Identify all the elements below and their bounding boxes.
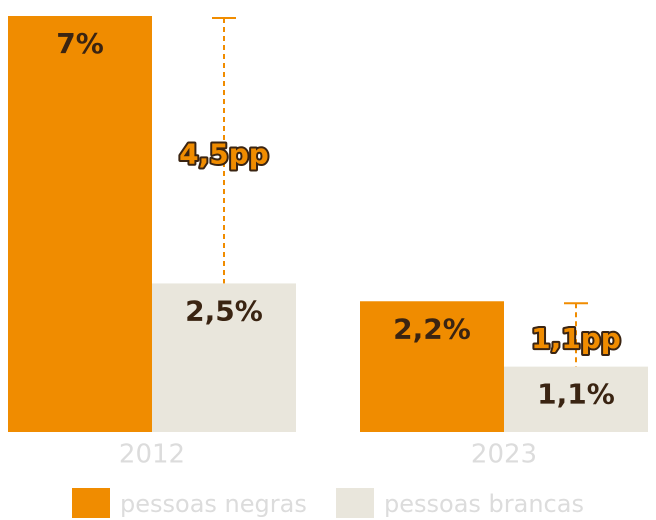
difference-label: 4,5pp [179, 138, 269, 171]
value-label: 2,5% [185, 294, 263, 327]
value-label: 2,2% [393, 312, 471, 345]
legend-swatch [336, 488, 374, 518]
difference-label: 1,1pp [531, 322, 621, 355]
x-tick-label: 2012 [119, 440, 185, 470]
bar [8, 16, 152, 432]
bar [504, 366, 648, 432]
value-label: 1,1% [537, 378, 615, 411]
value-label: 7% [56, 27, 104, 60]
legend-label: pessoas brancas [384, 490, 584, 518]
legend-swatch [72, 488, 110, 518]
bar [152, 283, 296, 432]
legend-label: pessoas negras [120, 490, 307, 518]
bar [360, 301, 504, 432]
x-tick-label: 2023 [471, 440, 537, 470]
